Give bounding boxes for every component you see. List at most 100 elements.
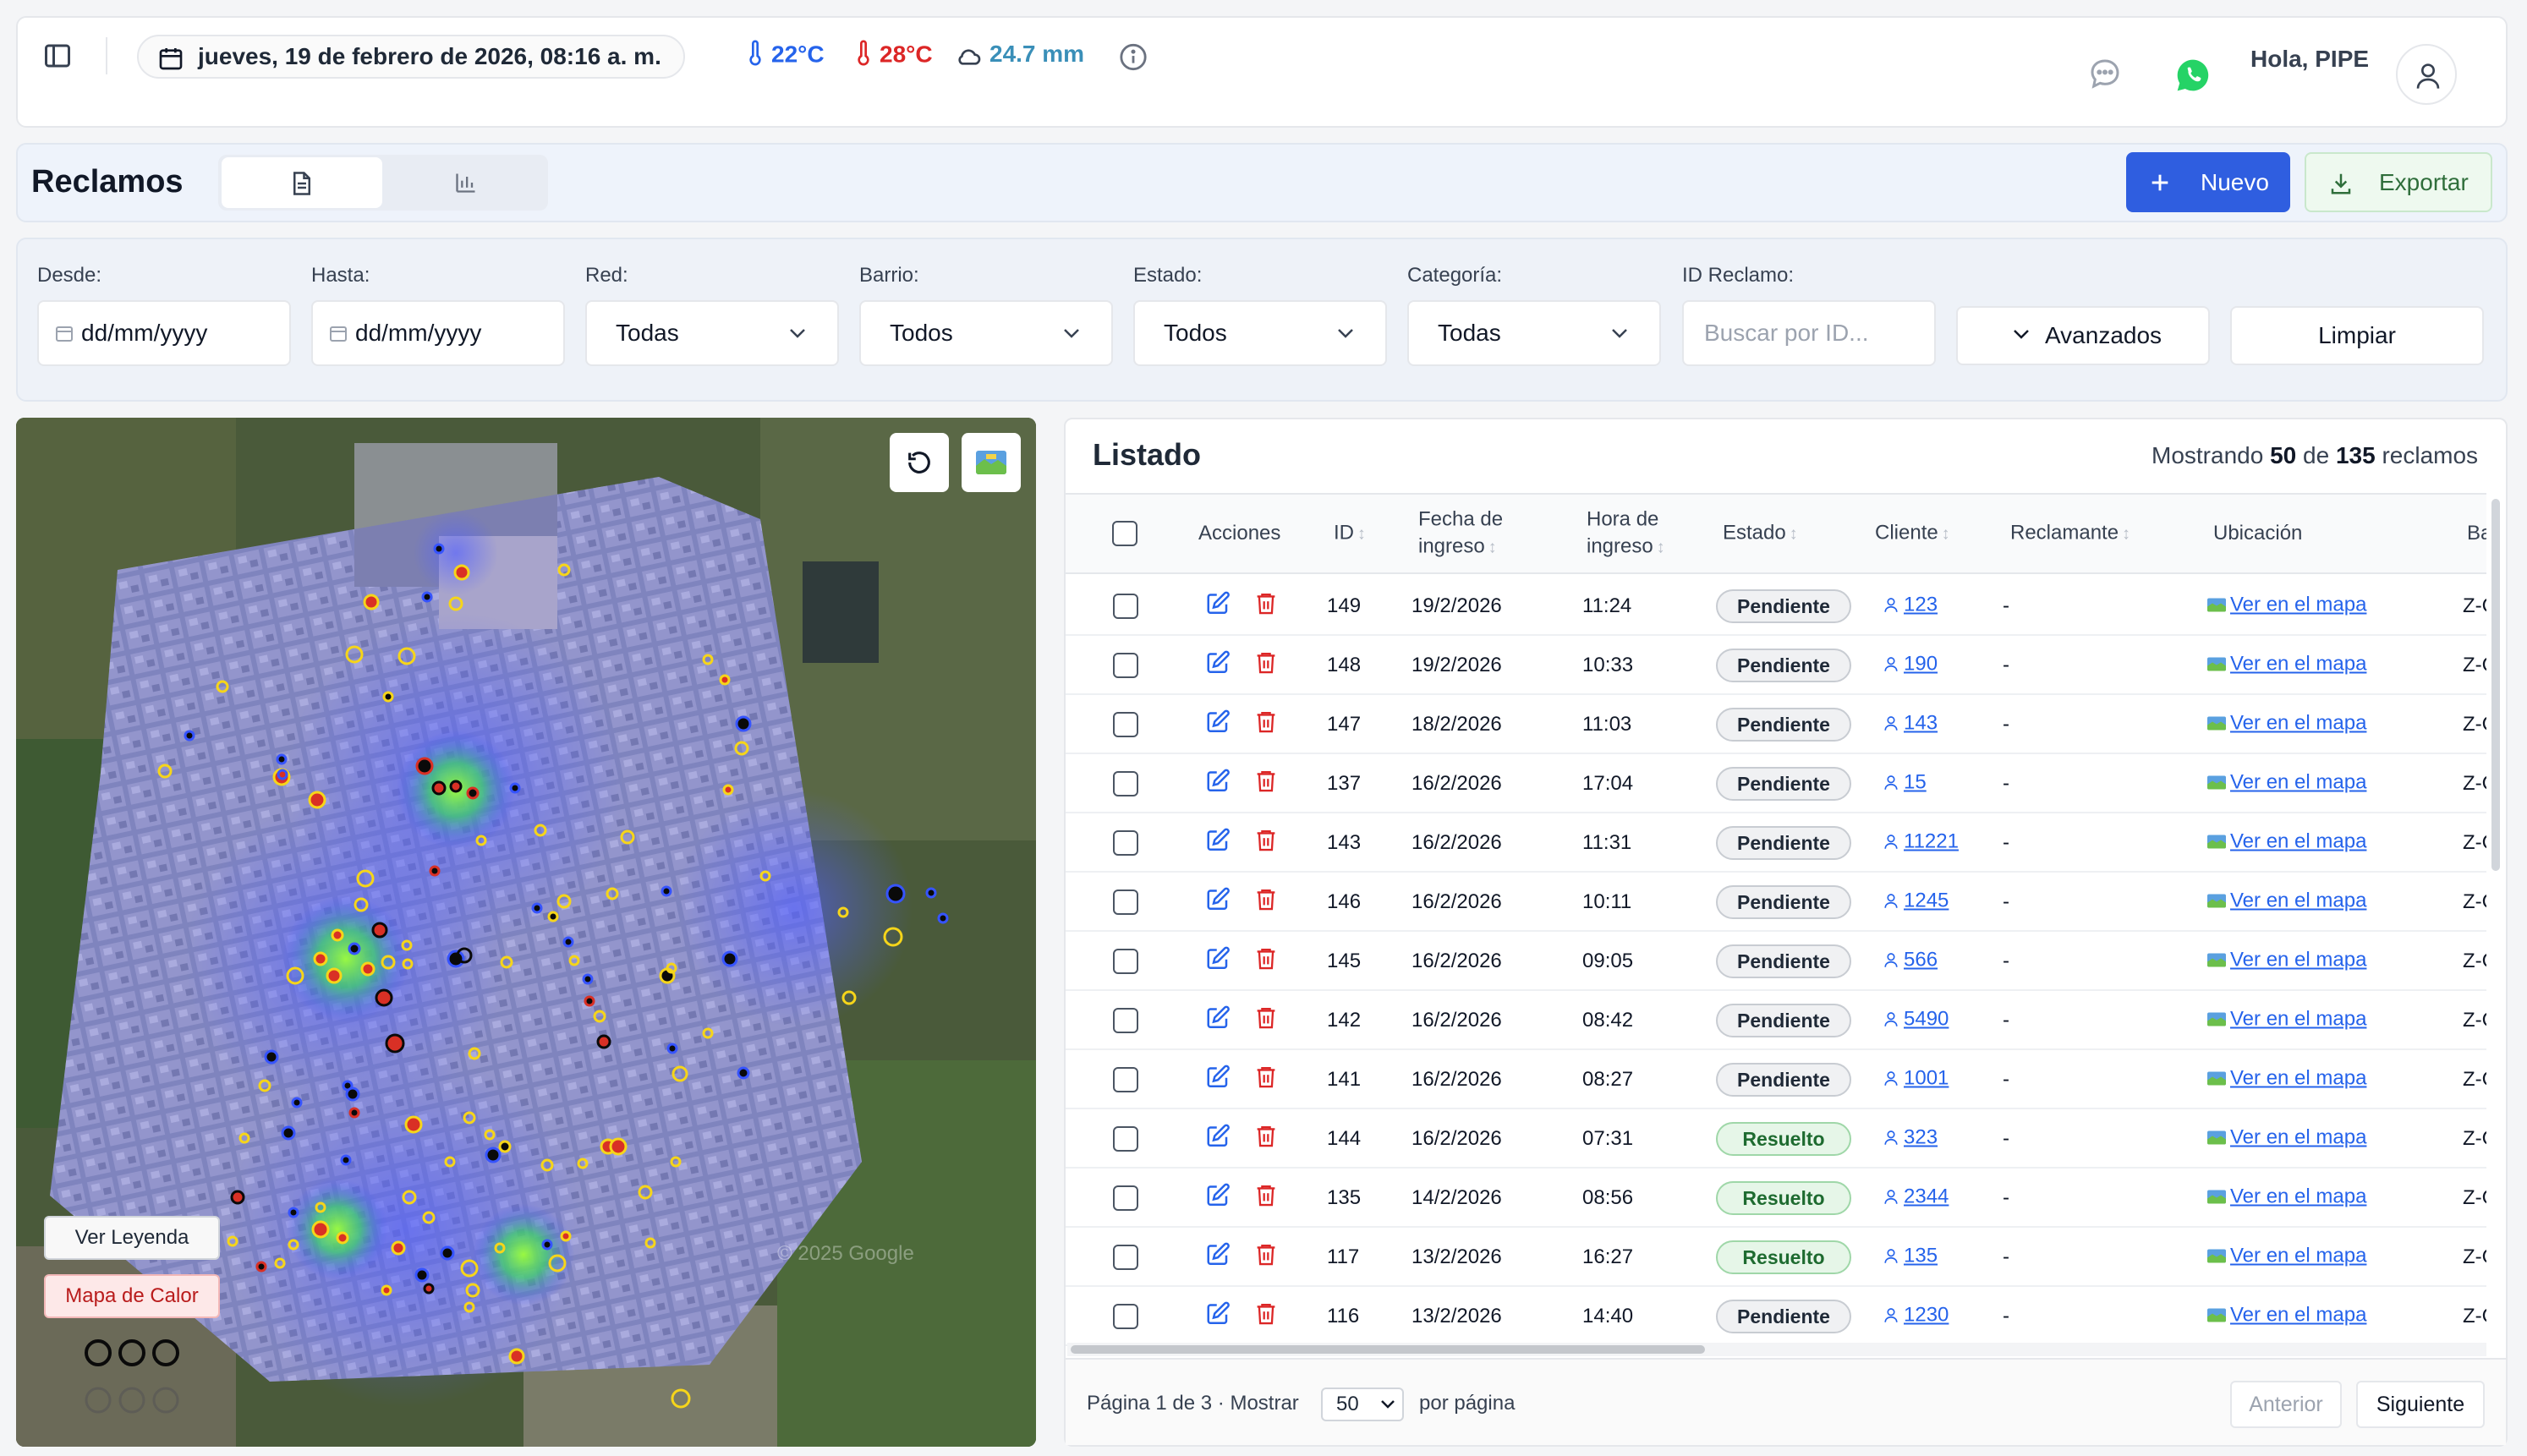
avatar[interactable] [2396, 44, 2457, 105]
client-id[interactable]: 143 [1904, 711, 1938, 735]
edit-icon[interactable] [1205, 709, 1231, 741]
edit-icon[interactable] [1205, 769, 1231, 800]
trash-icon[interactable] [1254, 1183, 1278, 1214]
map-link[interactable]: Ver en el mapa [2206, 653, 2366, 679]
estado-select[interactable]: Todos [1133, 300, 1387, 366]
trash-icon[interactable] [1254, 1005, 1278, 1037]
trash-icon[interactable] [1254, 591, 1278, 622]
view-on-map-link[interactable]: Ver en el mapa [2230, 711, 2367, 735]
map-link[interactable]: Ver en el mapa [2206, 1185, 2366, 1212]
row-checkbox[interactable] [1113, 771, 1138, 796]
col-reclamante[interactable]: Reclamante ↕ [2010, 521, 2131, 545]
trash-icon[interactable] [1254, 1242, 1278, 1273]
row-checkbox[interactable] [1113, 889, 1138, 915]
edit-icon[interactable] [1205, 1005, 1231, 1037]
view-on-map-link[interactable]: Ver en el mapa [2230, 1066, 2367, 1090]
map-link[interactable]: Ver en el mapa [2206, 771, 2366, 797]
table-row[interactable] [1066, 991, 2486, 1050]
table-row[interactable] [1066, 1169, 2486, 1228]
edit-icon[interactable] [1205, 1301, 1231, 1333]
table-row[interactable] [1066, 695, 2486, 754]
view-on-map-link[interactable]: Ver en el mapa [2230, 829, 2367, 853]
view-on-map-link[interactable]: Ver en el mapa [2230, 1007, 2367, 1031]
table-row[interactable] [1066, 1109, 2486, 1169]
map-link[interactable]: Ver en el mapa [2206, 1126, 2366, 1152]
row-checkbox[interactable] [1113, 1067, 1138, 1092]
client-id[interactable]: 1245 [1904, 889, 1949, 912]
table-row[interactable] [1066, 754, 2486, 813]
edit-icon[interactable] [1205, 887, 1231, 918]
client-id[interactable]: 1230 [1904, 1303, 1949, 1327]
edit-icon[interactable] [1205, 591, 1231, 622]
chat-icon[interactable] [2088, 57, 2122, 95]
client-id[interactable]: 5490 [1904, 1007, 1949, 1031]
map-link[interactable]: Ver en el mapa [2206, 594, 2366, 620]
trash-icon[interactable] [1254, 946, 1278, 977]
show-legend-button[interactable]: Ver Leyenda [44, 1216, 220, 1260]
edit-icon[interactable] [1205, 828, 1231, 859]
map-reset-button[interactable] [890, 433, 949, 492]
previous-page-button[interactable]: Anterior [2230, 1381, 2342, 1428]
client-link[interactable]: 190 [1883, 653, 1938, 679]
client-id[interactable]: 11221 [1904, 829, 1959, 853]
map-link[interactable]: Ver en el mapa [2206, 949, 2366, 975]
view-on-map-link[interactable]: Ver en el mapa [2230, 948, 2367, 972]
view-on-map-link[interactable]: Ver en el mapa [2230, 770, 2367, 794]
export-button[interactable]: Exportar [2305, 152, 2492, 212]
row-checkbox[interactable] [1113, 949, 1138, 974]
map-link[interactable]: Ver en el mapa [2206, 1067, 2366, 1093]
col-hora[interactable]: Hora de ingreso ↕ [1587, 507, 1665, 558]
horizontal-scrollbar-thumb[interactable] [1071, 1345, 1705, 1354]
client-link[interactable]: 5490 [1883, 1008, 1949, 1034]
red-select[interactable]: Todas [585, 300, 839, 366]
clear-filters-button[interactable]: Limpiar [2230, 306, 2484, 365]
trash-icon[interactable] [1254, 887, 1278, 918]
trash-icon[interactable] [1254, 1124, 1278, 1155]
new-button[interactable]: Nuevo [2126, 152, 2290, 212]
table-row[interactable] [1066, 873, 2486, 932]
map-link[interactable]: Ver en el mapa [2206, 1008, 2366, 1034]
map-link[interactable]: Ver en el mapa [2206, 889, 2366, 916]
categoria-select[interactable]: Todas [1407, 300, 1661, 366]
edit-icon[interactable] [1205, 1183, 1231, 1214]
client-id[interactable]: 190 [1904, 652, 1938, 676]
table-row[interactable] [1066, 932, 2486, 991]
client-link[interactable]: 1001 [1883, 1067, 1949, 1093]
client-id[interactable]: 123 [1904, 593, 1938, 616]
trash-icon[interactable] [1254, 1065, 1278, 1096]
col-estado[interactable]: Estado ↕ [1723, 521, 1798, 545]
trash-icon[interactable] [1254, 1301, 1278, 1333]
row-checkbox[interactable] [1113, 1245, 1138, 1270]
col-cliente[interactable]: Cliente ↕ [1875, 521, 1950, 545]
view-on-map-link[interactable]: Ver en el mapa [2230, 1125, 2367, 1149]
client-id[interactable]: 135 [1904, 1244, 1938, 1267]
client-link[interactable]: 15 [1883, 771, 1927, 797]
table-row[interactable] [1066, 1050, 2486, 1109]
edit-icon[interactable] [1205, 1242, 1231, 1273]
map-link[interactable]: Ver en el mapa [2206, 1304, 2366, 1330]
tab-chart-view[interactable] [385, 157, 545, 208]
row-checkbox[interactable] [1113, 1185, 1138, 1211]
row-checkbox[interactable] [1113, 1304, 1138, 1329]
col-fecha[interactable]: Fecha de ingreso ↕ [1418, 507, 1504, 558]
client-link[interactable]: 135 [1883, 1245, 1938, 1271]
trash-icon[interactable] [1254, 709, 1278, 741]
edit-icon[interactable] [1205, 1124, 1231, 1155]
id-search-input[interactable]: Buscar por ID... [1682, 300, 1936, 366]
row-checkbox[interactable] [1113, 830, 1138, 856]
tab-list-view[interactable] [222, 157, 382, 208]
row-checkbox[interactable] [1113, 653, 1138, 678]
view-on-map-link[interactable]: Ver en el mapa [2230, 593, 2367, 616]
client-link[interactable]: 1245 [1883, 889, 1949, 916]
edit-icon[interactable] [1205, 1065, 1231, 1096]
client-id[interactable]: 2344 [1904, 1185, 1949, 1208]
select-all-checkbox[interactable] [1112, 521, 1137, 546]
table-row[interactable] [1066, 813, 2486, 873]
edit-icon[interactable] [1205, 650, 1231, 681]
next-page-button[interactable]: Siguiente [2356, 1381, 2485, 1428]
client-id[interactable]: 323 [1904, 1125, 1938, 1149]
trash-icon[interactable] [1254, 650, 1278, 681]
vertical-scrollbar-thumb[interactable] [2491, 499, 2500, 871]
row-checkbox[interactable] [1113, 712, 1138, 737]
whatsapp-icon[interactable] [2174, 57, 2212, 98]
